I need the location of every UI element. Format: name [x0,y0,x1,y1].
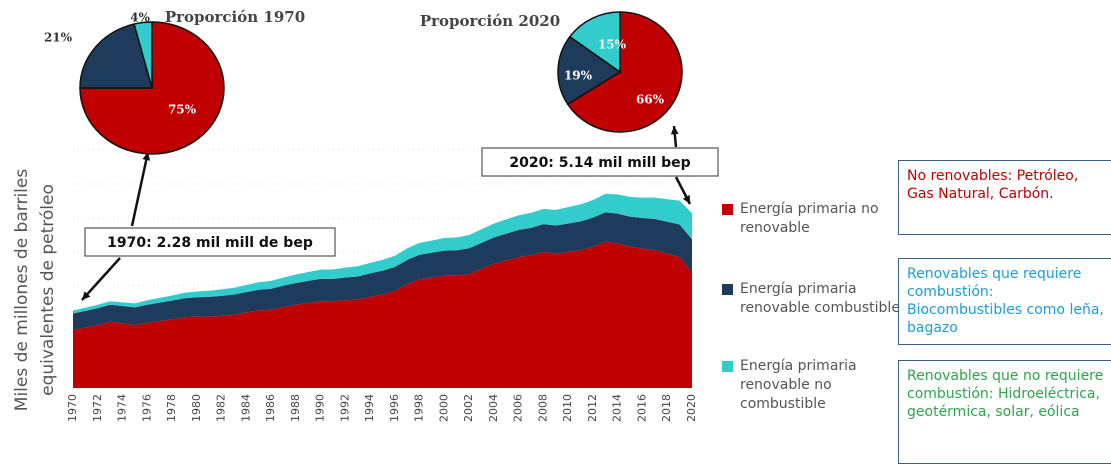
arrow [130,151,150,227]
x-tick-label: 1984 [239,394,252,422]
legend-swatch [722,284,733,295]
annotation: 2020: 5.14 mil mill bep [509,155,690,171]
pie-slice [133,21,153,89]
pie-title: Proporción 1970 [165,8,305,26]
legend-label: Energía primaria no renovable [740,201,879,236]
x-tick-label: 2016 [635,394,648,422]
data-label: 4% [130,11,150,25]
x-tick-label: 1986 [264,394,277,422]
pie-slice [568,11,621,74]
x-tick-label: 1990 [314,394,327,422]
x-tick-label: 2006 [512,394,525,422]
x-tick-label: 1978 [165,394,178,422]
pie-title: Proporción 2020 [420,12,560,30]
pie-slice [566,11,683,133]
arrow-head [682,195,690,204]
x-tick-label: 1996 [388,394,401,422]
legend-entry: Energía primaria no renovable [722,200,905,238]
x-tick-label: 1998 [413,394,426,422]
legend-label: Energía primaria renovable combustible [740,281,900,316]
x-tick-label: 1992 [338,394,351,422]
legend-swatch [722,204,733,215]
pie-slice [79,23,153,89]
data-label: 19% [564,69,593,83]
arrow-head [82,291,91,300]
x-tick-label: 1980 [190,394,203,422]
x-tick-label: 2000 [437,394,450,422]
area [73,212,692,330]
data-label: 21% [44,31,73,45]
annotation-box [84,227,336,257]
x-tick-label: 1988 [289,394,302,422]
legend-entry: Energía primaria renovable no combustibl… [722,357,905,414]
annotation: 1970: 2.28 mil mill de bep [107,235,313,251]
x-tick-label: 1972 [91,394,104,422]
x-tick-label: 1994 [363,394,376,422]
y-axis-label: Miles de millones de barriles [12,169,32,412]
x-tick-label: 2002 [462,394,475,422]
annotation-box [481,147,719,177]
legend-entry: Energía primaria renovable combustible [722,280,905,318]
legend-swatch [722,361,733,372]
x-tick-label: 1974 [116,394,129,422]
data-label: 66% [636,93,665,107]
x-tick-label: 2020 [685,394,698,422]
note-box: No renovables: Petróleo, Gas Natural, Ca… [898,160,1111,235]
area [73,241,692,388]
x-tick-label: 2012 [586,394,599,422]
x-tick-label: 2008 [536,394,549,422]
x-tick-label: 2004 [487,394,500,422]
legend-label: Energía primaria renovable no combustibl… [740,358,857,412]
x-tick-label: 2010 [561,394,574,422]
x-tick-label: 1982 [215,394,228,422]
data-label: 75% [168,103,197,117]
x-tick-label: 1976 [140,394,153,422]
x-tick-label: 2014 [611,394,624,422]
area [73,193,692,314]
note-box: Renovables que requiere combustión: Bioc… [898,258,1111,345]
data-label: 15% [598,38,627,52]
x-tick-label: 2018 [660,394,673,422]
pie-slice [557,35,622,106]
y-axis-label: equivalentes de petróleo [38,184,58,396]
x-tick-label: 1970 [66,394,79,422]
note-box: Renovables que no requiere combustión: H… [898,360,1111,464]
arrow [81,257,121,301]
arrow-head [670,126,679,135]
